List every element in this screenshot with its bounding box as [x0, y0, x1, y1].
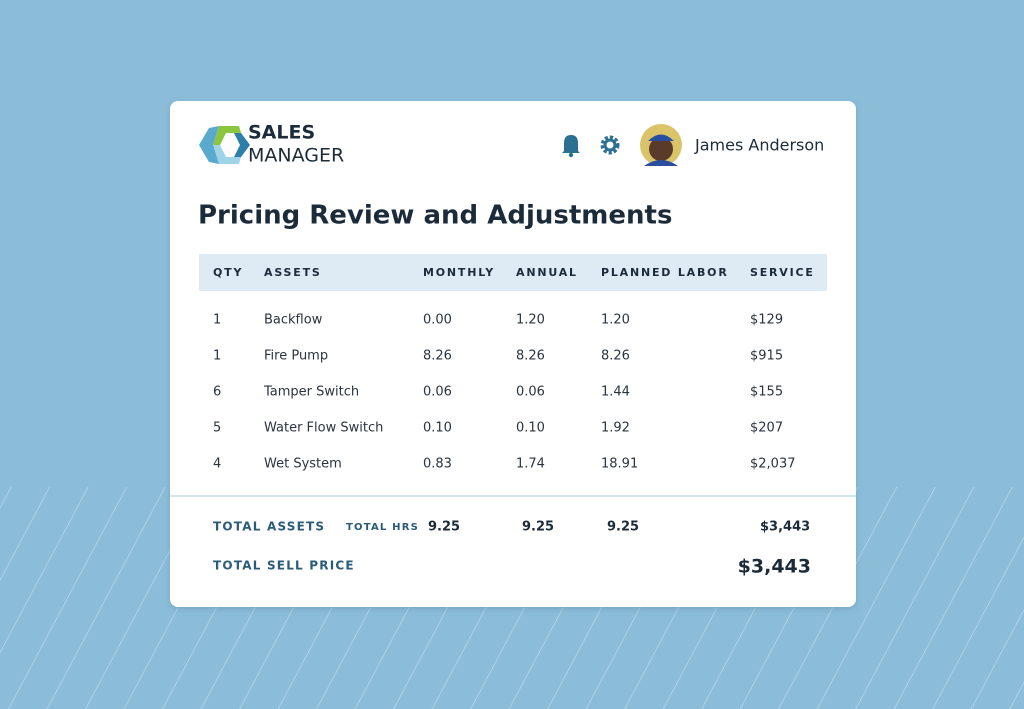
column-header: PLANNED LABOR [601, 266, 729, 279]
table-cell: 0.10 [516, 421, 545, 436]
table-header [199, 254, 827, 291]
column-header: ANNUAL [516, 266, 578, 279]
column-header: SERVICE [750, 266, 815, 279]
logo-text: MANAGER [248, 145, 344, 167]
table-cell: 1.74 [516, 457, 545, 472]
table-cell: $207 [750, 421, 783, 436]
table-cell: 0.10 [423, 421, 452, 436]
bell-icon[interactable] [562, 135, 580, 158]
total-hours-label: TOTAL HRS [346, 522, 419, 533]
table-cell: Tamper Switch [263, 385, 359, 400]
settings-icon[interactable] [600, 135, 620, 155]
table-cell: $2,037 [750, 457, 796, 472]
table-cell: 6 [213, 385, 221, 400]
table-cell: 1.44 [601, 385, 630, 400]
table-cell: 18.91 [601, 457, 638, 472]
table-cell: 1 [213, 313, 221, 328]
table-cell: 4 [213, 457, 221, 472]
table-cell: 8.26 [601, 349, 630, 364]
table-cell: Fire Pump [264, 349, 328, 364]
table-cell: 0.83 [423, 457, 452, 472]
table-cell: $155 [750, 385, 783, 400]
table-cell: $129 [750, 313, 783, 328]
table-cell: 1 [213, 349, 221, 364]
total-assets-label: TOTAL ASSETS [213, 520, 325, 534]
logo-text: SALES [248, 122, 315, 144]
total-value: 9.25 [522, 520, 554, 535]
table-cell: 5 [213, 421, 221, 436]
table-cell: 8.26 [423, 349, 452, 364]
card [170, 101, 856, 607]
table-cell: $915 [750, 349, 783, 364]
sell-price: $3,443 [738, 556, 811, 578]
total-value: 9.25 [428, 520, 460, 535]
total-value: $3,443 [760, 520, 810, 535]
column-header: ASSETS [264, 266, 322, 279]
table-cell: Backflow [264, 313, 323, 328]
logo-icon [199, 126, 250, 164]
table-cell: 0.00 [423, 313, 452, 328]
column-header: MONTHLY [423, 266, 495, 279]
avatar[interactable] [640, 124, 682, 166]
table-cell: 1.20 [516, 313, 545, 328]
sell-price-label: TOTAL SELL PRICE [213, 559, 355, 573]
table-cell: Wet System [264, 457, 342, 472]
user-name[interactable]: James Anderson [694, 136, 824, 155]
totals: 9.25 9.25 9.25 $3,443 [428, 520, 810, 535]
table-cell: 1.92 [601, 421, 630, 436]
table-cell: 0.06 [516, 385, 545, 400]
table-cell: 1.20 [601, 313, 630, 328]
total-value: 9.25 [607, 520, 639, 535]
table: QTY ASSETS MONTHLY ANNUAL PLANNED LABOR SERVI… [213, 266, 815, 472]
table-cell: 8.26 [516, 349, 545, 364]
page-title: Pricing Review and Adjustments [198, 201, 672, 231]
table-cell: Water Flow Switch [264, 421, 383, 436]
column-header: QTY [213, 266, 243, 279]
table-cell: 0.06 [423, 385, 452, 400]
